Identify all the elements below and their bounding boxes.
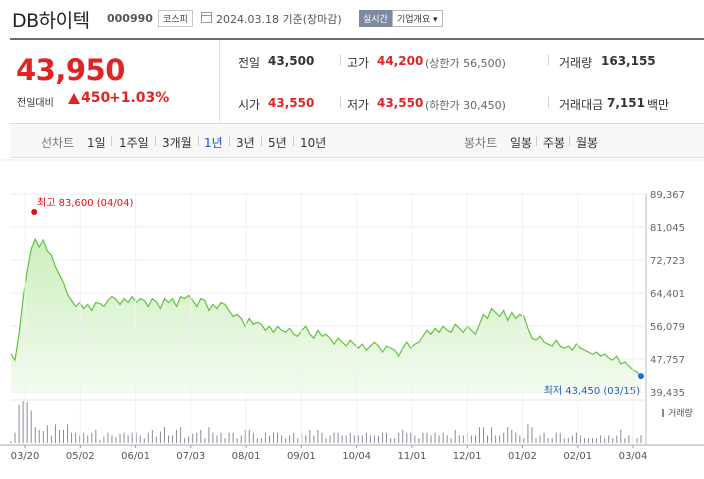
x-tick-label: 05/02 xyxy=(66,451,95,462)
change-label: 전일대비 xyxy=(17,98,54,109)
divider xyxy=(569,136,570,146)
divider xyxy=(548,54,549,66)
y-tick-label: 81,045 xyxy=(650,223,685,234)
divider xyxy=(155,136,156,146)
amount-value: 7,151 xyxy=(607,96,645,110)
period-10y[interactable]: 10년 xyxy=(300,136,327,150)
divider xyxy=(229,136,230,146)
min-annotation: 최저 43,450 (03/15) xyxy=(544,385,640,397)
x-tick-label: 09/01 xyxy=(287,451,316,462)
volume-legend-swatch xyxy=(662,409,664,417)
stock-name: DB하이텍 xyxy=(12,10,90,32)
lower-limit: (하한가 30,450) xyxy=(425,99,506,112)
x-tick-label: 03/20 xyxy=(11,451,40,462)
y-tick-label: 72,723 xyxy=(650,256,685,267)
open-value: 43,550 xyxy=(268,96,315,110)
divider xyxy=(536,136,537,146)
top-divider xyxy=(10,38,704,40)
x-tick-label: 12/01 xyxy=(453,451,482,462)
prev-close-label: 전일 xyxy=(238,56,261,70)
corp-info-dropdown[interactable]: 기업개요 ▾ xyxy=(392,10,443,27)
market-badge: 코스피 xyxy=(158,10,193,27)
volume-label: 거래량 xyxy=(668,407,693,419)
x-tick-label: 11/01 xyxy=(397,451,426,462)
candle-daily[interactable]: 일봉 xyxy=(510,136,533,150)
change-value: 450 xyxy=(81,90,111,106)
x-tick-label: 10/04 xyxy=(342,451,371,462)
min-marker xyxy=(638,373,644,380)
x-tick-label: 07/03 xyxy=(176,451,205,462)
y-tick-label: 64,401 xyxy=(650,289,685,300)
period-1y[interactable]: 1년 xyxy=(204,136,223,150)
period-1w[interactable]: 1주일 xyxy=(119,136,149,150)
upper-limit: (상한가 56,500) xyxy=(425,57,506,70)
divider xyxy=(261,136,262,146)
x-tick-label: 03/04 xyxy=(619,451,648,462)
open-label: 시가 xyxy=(238,98,261,112)
divider xyxy=(340,54,341,66)
divider xyxy=(198,136,199,146)
divider xyxy=(293,136,294,146)
max-annotation: 최고 83,600 (04/04) xyxy=(37,197,133,209)
max-marker xyxy=(31,209,38,215)
x-tick-label: 06/01 xyxy=(121,451,150,462)
y-tick-label: 89,367 xyxy=(650,190,685,201)
amount-label: 거래대금 xyxy=(559,98,604,112)
high-label: 고가 xyxy=(347,56,370,70)
amount-unit: 백만 xyxy=(647,98,670,112)
price-area xyxy=(11,239,641,392)
change-percent: +1.03% xyxy=(109,90,170,106)
divider xyxy=(111,136,112,146)
stock-code: 000990 xyxy=(107,12,153,25)
candle-monthly[interactable]: 월봉 xyxy=(576,136,599,150)
price-chart: 89,367 81,045 72,723 64,401 56,079 47,757 39,4… xyxy=(0,159,704,462)
line-chart-label: 선차트 xyxy=(41,136,75,150)
x-tick-label: 02/01 xyxy=(563,451,592,462)
up-triangle-icon xyxy=(68,93,80,104)
period-3y[interactable]: 3년 xyxy=(236,136,255,150)
x-tick-label: 08/01 xyxy=(232,451,261,462)
realtime-button[interactable]: 실시간 xyxy=(359,10,392,27)
candle-chart-label: 봉차트 xyxy=(464,136,498,150)
stock-header: DB하이텍 000990 코스피 2024.03.18 기준(장마감) 실시간 … xyxy=(0,0,704,38)
price-date: 2024.03.18 기준(장마감) xyxy=(216,13,342,26)
period-selector: 선차트 1일 1주일 3개월 1년 3년 5년 10년 봉차트 일봉 주봉 월봉 xyxy=(10,125,704,158)
prev-close-value: 43,500 xyxy=(268,54,315,68)
y-tick-label: 56,079 xyxy=(650,322,685,333)
x-tick-label: 01/02 xyxy=(508,451,537,462)
period-5y[interactable]: 5년 xyxy=(268,136,287,150)
volume-value: 163,155 xyxy=(601,54,656,68)
price-summary: 43,950 전일대비 450 +1.03% 전일 43,500 고가 44,2… xyxy=(10,40,704,124)
current-price: 43,950 xyxy=(16,53,125,87)
divider xyxy=(548,96,549,108)
y-tick-label: 47,757 xyxy=(650,355,685,366)
current-price-box: 43,950 전일대비 450 +1.03% xyxy=(10,40,220,124)
period-3m[interactable]: 3개월 xyxy=(162,136,192,150)
high-value: 44,200 xyxy=(377,54,424,68)
divider xyxy=(340,96,341,108)
candle-weekly[interactable]: 주봉 xyxy=(543,136,566,150)
y-tick-label: 39,435 xyxy=(650,388,685,399)
price-line xyxy=(10,237,642,377)
calendar-icon xyxy=(201,12,212,23)
volume-label: 거래량 xyxy=(559,56,593,70)
low-label: 저가 xyxy=(347,98,370,112)
period-1d[interactable]: 1일 xyxy=(87,136,106,150)
low-value: 43,550 xyxy=(377,96,424,110)
